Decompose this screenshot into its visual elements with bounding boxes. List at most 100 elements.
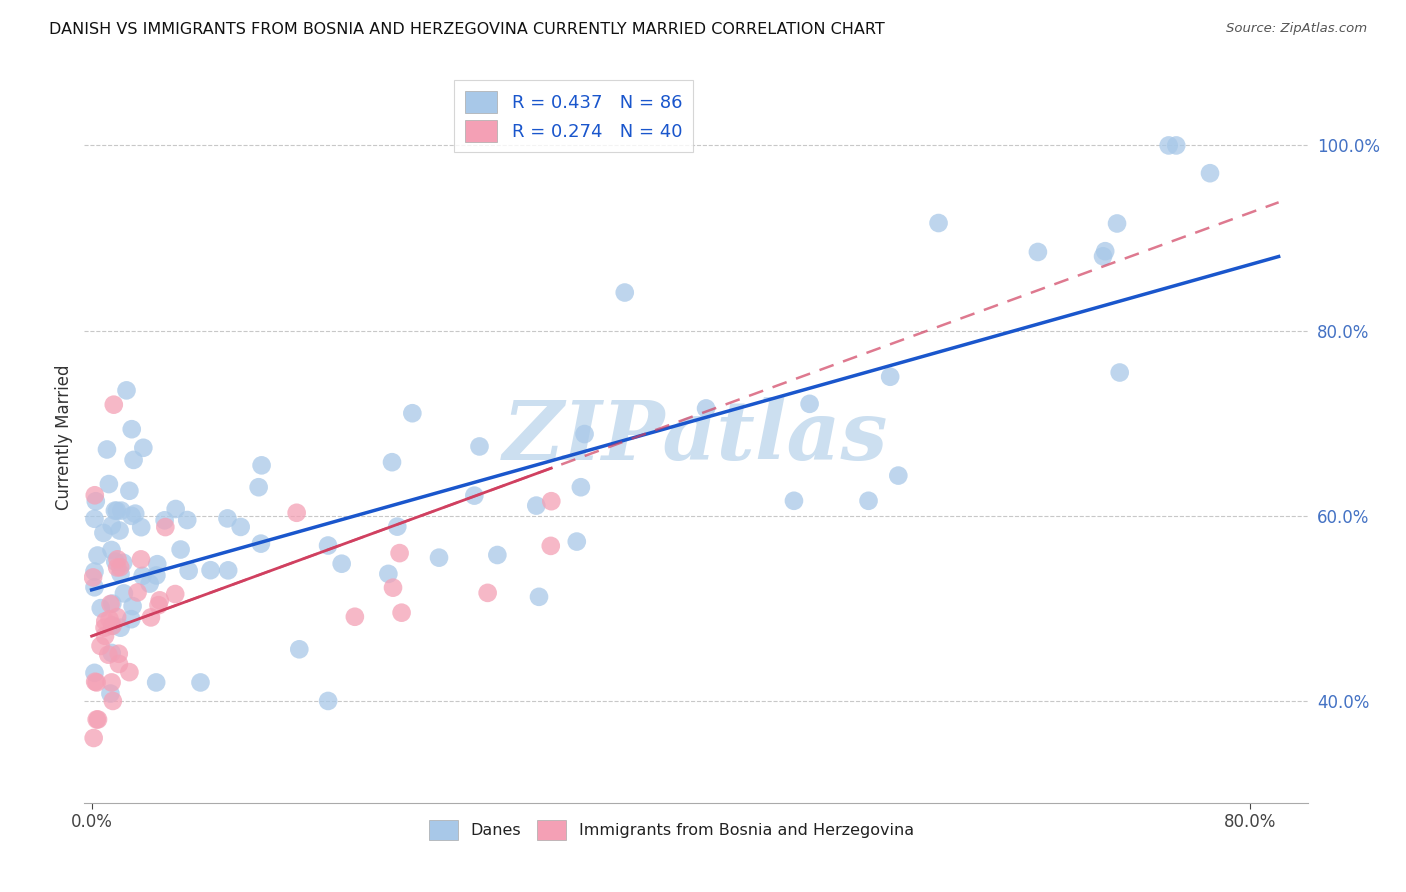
Point — [574, 427, 596, 442]
Point — [101, 694, 124, 708]
Point — [139, 610, 162, 624]
Point — [1108, 366, 1130, 380]
Point — [121, 422, 143, 436]
Point — [100, 543, 122, 558]
Point — [468, 440, 491, 454]
Point — [110, 503, 132, 517]
Point — [100, 646, 122, 660]
Point — [82, 570, 104, 584]
Point — [247, 480, 270, 494]
Point — [569, 480, 592, 494]
Point — [110, 566, 132, 581]
Point — [288, 642, 311, 657]
Point — [695, 401, 717, 416]
Point — [401, 406, 423, 420]
Point — [131, 569, 153, 583]
Point — [377, 566, 399, 581]
Point — [84, 494, 107, 508]
Point — [486, 548, 509, 562]
Point — [108, 657, 131, 671]
Point — [176, 513, 198, 527]
Point — [94, 629, 117, 643]
Point — [343, 609, 366, 624]
Point — [124, 507, 146, 521]
Point — [127, 585, 149, 599]
Point — [83, 731, 105, 745]
Point — [1092, 249, 1115, 263]
Point — [93, 621, 115, 635]
Point — [177, 564, 200, 578]
Text: DANISH VS IMMIGRANTS FROM BOSNIA AND HERZEGOVINA CURRENTLY MARRIED CORRELATION C: DANISH VS IMMIGRANTS FROM BOSNIA AND HER… — [49, 22, 884, 37]
Point — [83, 565, 105, 579]
Point — [115, 384, 138, 398]
Point — [100, 687, 122, 701]
Point — [83, 665, 105, 680]
Point — [87, 713, 110, 727]
Point — [120, 612, 142, 626]
Point — [108, 560, 131, 574]
Point — [96, 442, 118, 457]
Point — [217, 563, 239, 577]
Point — [129, 552, 152, 566]
Point — [83, 488, 105, 502]
Point — [107, 647, 129, 661]
Point — [783, 493, 806, 508]
Point — [387, 519, 409, 533]
Point — [100, 597, 122, 611]
Point — [155, 520, 177, 534]
Point — [107, 552, 129, 566]
Point — [1026, 244, 1049, 259]
Point — [229, 520, 252, 534]
Point — [132, 441, 155, 455]
Point — [250, 458, 273, 473]
Point — [200, 563, 222, 577]
Point — [86, 675, 108, 690]
Point — [565, 534, 588, 549]
Point — [83, 580, 105, 594]
Point — [928, 216, 950, 230]
Point — [190, 675, 212, 690]
Point — [524, 499, 547, 513]
Point — [105, 560, 128, 574]
Point — [316, 694, 339, 708]
Point — [391, 606, 413, 620]
Point — [100, 518, 122, 533]
Point — [86, 549, 108, 563]
Point — [90, 601, 112, 615]
Point — [165, 587, 187, 601]
Point — [103, 398, 125, 412]
Text: ZIPatlas: ZIPatlas — [503, 397, 889, 477]
Point — [98, 612, 121, 626]
Point — [145, 675, 167, 690]
Point — [112, 556, 135, 570]
Point — [149, 593, 172, 607]
Point — [799, 397, 821, 411]
Point — [108, 524, 131, 538]
Point — [250, 536, 273, 550]
Point — [427, 550, 450, 565]
Point — [138, 576, 160, 591]
Point — [104, 503, 127, 517]
Point — [118, 665, 141, 680]
Point — [148, 598, 170, 612]
Point — [100, 675, 122, 690]
Point — [165, 502, 187, 516]
Point — [382, 581, 405, 595]
Point — [101, 619, 124, 633]
Point — [83, 512, 105, 526]
Point — [330, 557, 353, 571]
Point — [153, 513, 176, 527]
Point — [110, 621, 132, 635]
Point — [118, 483, 141, 498]
Point — [94, 615, 117, 629]
Point — [97, 477, 120, 491]
Point — [121, 599, 143, 613]
Point — [121, 508, 143, 523]
Point — [112, 586, 135, 600]
Point — [105, 610, 128, 624]
Point — [540, 539, 562, 553]
Point — [1166, 138, 1188, 153]
Point — [316, 539, 339, 553]
Point — [613, 285, 636, 300]
Point — [381, 455, 404, 469]
